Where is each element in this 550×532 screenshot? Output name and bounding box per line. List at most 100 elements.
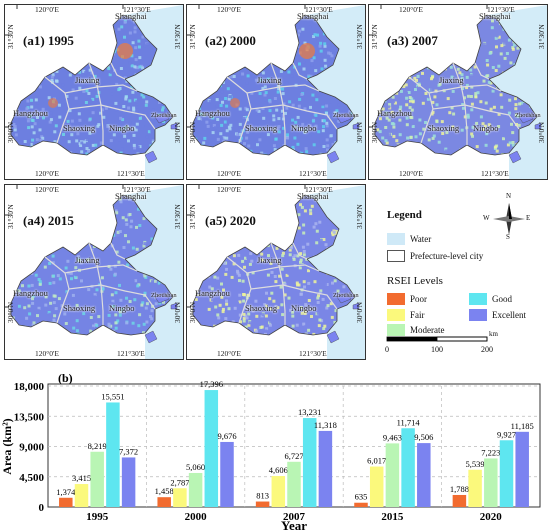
bar-fair	[468, 469, 482, 507]
lat-label-top: 31°30'N	[188, 204, 197, 229]
legend-level-fair: Fair	[387, 309, 425, 321]
city-label-shanghai: Shanghai	[115, 191, 147, 201]
map-panel-2: (a2) 2000 120°0'E 121°30'E 31°30'N 30°0'…	[186, 4, 366, 180]
bar-poor	[255, 501, 270, 507]
legend-level-good: Good	[469, 293, 512, 305]
bar-fair	[369, 466, 384, 507]
map-panel-title: (a2) 2000	[205, 33, 256, 48]
city-label-hangzhou: Hangzhou	[13, 288, 48, 298]
bar-value-label: 6,727	[284, 451, 303, 461]
lat-label-top: 31°30'N	[370, 24, 379, 49]
west-label: W	[483, 214, 490, 222]
level-swatch	[387, 293, 405, 305]
map-legend: Legend N S E W Water Prefecture-level ci…	[377, 183, 547, 358]
lat-label-mid-right: 30°0'N	[173, 121, 182, 143]
map-panel-1: (a1) 1995 120°0'E 121°30'E 31°30'N 30°0'…	[4, 4, 184, 180]
bar-moderate	[287, 461, 301, 507]
lat-label-mid-right: 30°0'N	[355, 301, 364, 323]
city-label-zhoushan: Zhoushan	[151, 292, 177, 299]
city-label-jiaxing: Jiaxing	[75, 75, 100, 85]
city-label-shanghai: Shanghai	[297, 191, 329, 201]
bar-good	[106, 402, 120, 507]
lon-label-bottom-left: 120°0'E	[35, 169, 59, 178]
city-label-ningbo: Ningbo	[109, 303, 135, 313]
x-tick-label: 1995	[86, 511, 109, 523]
bar-value-label: 17,396	[200, 379, 223, 389]
lon-label-left: 120°0'E	[217, 185, 241, 194]
lat-label-top-right: 31°30'N	[355, 24, 364, 49]
legend-level-excellent: Excellent	[469, 309, 526, 321]
bar-value-label: 15,551	[101, 391, 124, 401]
map-area	[369, 5, 547, 179]
legend-water: Water	[387, 233, 431, 245]
rsei-title: RSEI Levels	[387, 275, 443, 287]
city-label-hangzhou: Hangzhou	[195, 108, 230, 118]
lon-label-right: 121°30'E	[123, 5, 151, 14]
map-panel-title: (a5) 2020	[205, 213, 256, 228]
scale-unit: km	[489, 330, 498, 338]
city-label-zhoushan: Zhoushan	[515, 112, 541, 119]
lat-label-mid: 30°0'N	[370, 121, 379, 143]
lat-label-mid-right: 30°0'N	[355, 121, 364, 143]
map-area	[187, 185, 365, 359]
lon-label-right: 121°30'E	[305, 5, 333, 14]
bar-value-label: 9,463	[383, 432, 402, 442]
x-tick-label: 2000	[185, 511, 208, 523]
boundary-swatch	[387, 250, 405, 262]
lat-label-top: 31°30'N	[6, 24, 15, 49]
bar-good	[302, 418, 317, 507]
city-label-zhoushan: Zhoushan	[151, 112, 177, 119]
lat-label-top-right: 31°30'N	[173, 24, 182, 49]
water-swatch	[387, 233, 405, 245]
map-area	[5, 5, 183, 179]
bar-value-label: 7,223	[481, 447, 500, 457]
bar-poor	[157, 497, 171, 507]
lon-label-bottom-left: 120°0'E	[217, 349, 241, 358]
lat-label-mid-right: 30°0'N	[173, 301, 182, 323]
lon-label-left: 120°0'E	[217, 5, 241, 14]
bar-excellent	[121, 457, 136, 507]
bar-value-label: 13,231	[298, 407, 321, 417]
map-panel-4: (a4) 2015 120°0'E 121°30'E 31°30'N 30°0'…	[4, 184, 184, 360]
map-panel-title: (a4) 2015	[23, 213, 74, 228]
bar-poor	[452, 494, 467, 507]
level-swatch	[387, 324, 405, 336]
y-tick-label: 18,000	[14, 381, 45, 393]
x-tick-label: 2020	[480, 511, 503, 523]
x-tick-label: 2007	[283, 511, 306, 523]
lat-label-top-right: 31°30'N	[355, 204, 364, 229]
bar-moderate	[188, 472, 203, 507]
city-label-shaoxing: Shaoxing	[63, 303, 96, 313]
city-label-jiaxing: Jiaxing	[439, 75, 464, 85]
legend-level-label: Poor	[410, 294, 428, 304]
scale-bar	[386, 336, 488, 342]
city-label-shaoxing: Shaoxing	[63, 123, 96, 133]
map-panel-title: (a3) 2007	[387, 33, 438, 48]
bar-value-label: 635	[355, 492, 368, 502]
east-label: E	[526, 214, 531, 222]
city-label-shaoxing: Shaoxing	[427, 123, 460, 133]
legend-level-poor: Poor	[387, 293, 427, 305]
city-label-hangzhou: Hangzhou	[195, 288, 230, 298]
bar-value-label: 1,458	[155, 486, 174, 496]
legend-level-label: Good	[492, 294, 512, 304]
city-label-zhoushan: Zhoushan	[333, 112, 359, 119]
lon-label-bottom-right: 121°30'E	[481, 169, 509, 178]
city-label-ningbo: Ningbo	[473, 123, 499, 133]
level-swatch	[387, 309, 405, 321]
map-area	[5, 185, 183, 359]
bar-excellent	[515, 431, 529, 507]
south-label: S	[506, 233, 510, 241]
lon-label-bottom-right: 121°30'E	[299, 169, 327, 178]
scale-label-200: 200	[481, 345, 493, 354]
map-panel-3: (a3) 2007 120°0'E 121°30'E 31°30'N 30°0'…	[368, 4, 548, 180]
lat-label-top: 31°30'N	[188, 24, 197, 49]
bar-value-label: 11,318	[314, 420, 337, 430]
lon-label-right: 121°30'E	[487, 5, 515, 14]
bar-excellent	[220, 441, 234, 507]
y-tick-label: 13,500	[14, 411, 45, 423]
legend-level-label: Moderate	[410, 325, 445, 335]
bar-fair	[271, 476, 286, 507]
legend-boundary: Prefecture-level city	[387, 250, 483, 262]
bar-value-label: 1,374	[56, 487, 76, 497]
